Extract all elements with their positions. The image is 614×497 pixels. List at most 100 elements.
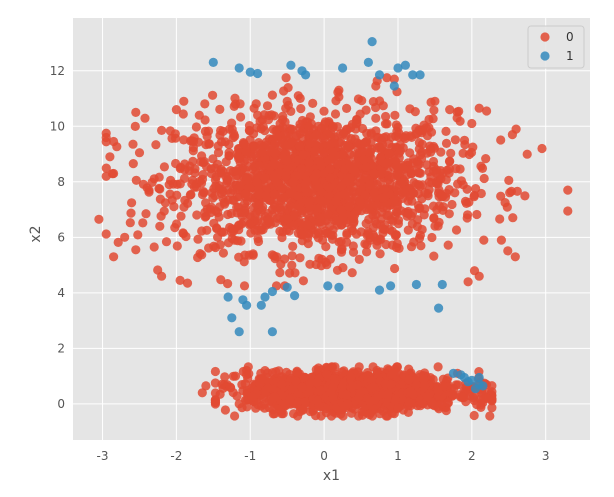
point-series-0 <box>303 126 314 136</box>
point-series-0 <box>197 151 207 161</box>
point-series-0 <box>487 403 497 413</box>
point-series-0 <box>443 398 453 408</box>
point-series-0 <box>366 383 376 393</box>
point-series-0 <box>247 392 257 402</box>
point-series-0 <box>244 125 254 135</box>
point-series-0 <box>563 185 573 195</box>
point-series-0 <box>315 203 325 213</box>
point-series-0 <box>438 381 448 391</box>
point-series-0 <box>300 397 310 407</box>
point-series-0 <box>321 228 331 238</box>
point-series-0 <box>157 271 167 281</box>
point-series-0 <box>360 173 371 183</box>
point-series-0 <box>471 184 481 194</box>
point-series-0 <box>380 379 390 389</box>
point-series-0 <box>366 137 376 147</box>
point-series-0 <box>187 136 197 146</box>
point-series-0 <box>403 208 413 219</box>
point-series-0 <box>382 211 392 221</box>
point-series-0 <box>430 96 440 106</box>
point-series-0 <box>131 245 141 255</box>
point-series-0 <box>482 106 492 116</box>
point-series-1 <box>363 57 373 67</box>
point-series-0 <box>469 410 479 421</box>
point-series-0 <box>233 236 243 246</box>
point-series-0 <box>281 73 291 83</box>
point-series-0 <box>289 221 299 231</box>
point-series-0 <box>230 411 240 421</box>
point-series-0 <box>276 259 286 269</box>
point-series-0 <box>291 376 301 386</box>
point-series-0 <box>226 166 236 176</box>
point-series-0 <box>411 129 421 139</box>
point-series-0 <box>181 231 191 242</box>
point-series-0 <box>311 411 321 421</box>
point-series-0 <box>176 211 186 221</box>
point-series-0 <box>399 176 409 186</box>
point-series-0 <box>161 237 172 247</box>
point-series-0 <box>382 73 392 83</box>
point-series-0 <box>292 399 302 409</box>
point-series-0 <box>428 114 438 124</box>
point-series-0 <box>337 205 347 215</box>
point-series-0 <box>130 121 140 131</box>
point-series-0 <box>422 391 432 402</box>
point-series-1 <box>267 286 277 297</box>
point-series-0 <box>409 237 419 247</box>
point-series-0 <box>133 230 143 240</box>
point-series-0 <box>342 103 352 113</box>
point-series-0 <box>191 122 201 132</box>
point-series-0 <box>370 216 380 226</box>
point-series-0 <box>304 158 314 168</box>
point-series-1 <box>267 327 277 337</box>
y-tick-label: 12 <box>50 64 65 78</box>
point-series-1 <box>408 70 418 80</box>
point-series-0 <box>361 219 371 229</box>
point-series-0 <box>404 364 414 374</box>
point-series-0 <box>282 156 292 166</box>
point-series-0 <box>155 221 165 231</box>
point-series-1 <box>437 279 447 290</box>
point-series-0 <box>354 254 364 264</box>
point-series-0 <box>169 202 179 212</box>
point-series-0 <box>348 381 358 391</box>
point-series-0 <box>352 118 362 128</box>
point-series-0 <box>270 138 280 148</box>
point-series-0 <box>302 220 312 230</box>
x-tick-label: -2 <box>170 449 182 463</box>
point-series-1 <box>256 300 266 310</box>
point-series-0 <box>109 136 119 147</box>
point-series-0 <box>282 96 292 106</box>
point-series-0 <box>232 391 242 401</box>
point-series-0 <box>197 226 207 236</box>
point-series-0 <box>422 131 433 141</box>
point-series-0 <box>503 246 513 256</box>
point-series-0 <box>392 201 403 211</box>
point-series-0 <box>375 409 385 419</box>
point-series-0 <box>210 388 220 398</box>
point-series-0 <box>365 235 375 245</box>
point-series-0 <box>443 240 453 250</box>
point-series-1 <box>260 292 270 302</box>
point-series-0 <box>260 366 270 376</box>
point-series-0 <box>512 186 522 196</box>
point-series-0 <box>250 225 260 235</box>
point-series-0 <box>127 198 137 208</box>
point-series-0 <box>264 215 274 225</box>
point-series-0 <box>427 232 437 243</box>
point-series-0 <box>188 146 198 156</box>
point-series-1 <box>389 81 399 91</box>
point-series-0 <box>170 223 180 233</box>
point-series-0 <box>228 133 238 143</box>
point-series-0 <box>425 144 436 154</box>
point-series-0 <box>321 257 331 267</box>
point-series-0 <box>346 408 357 418</box>
point-series-0 <box>253 236 264 247</box>
point-series-0 <box>321 404 331 414</box>
point-series-0 <box>189 182 199 192</box>
point-series-0 <box>330 132 340 142</box>
legend-marker-1 <box>540 51 550 61</box>
point-series-0 <box>308 98 318 108</box>
legend[interactable]: 0 1 <box>527 25 585 69</box>
